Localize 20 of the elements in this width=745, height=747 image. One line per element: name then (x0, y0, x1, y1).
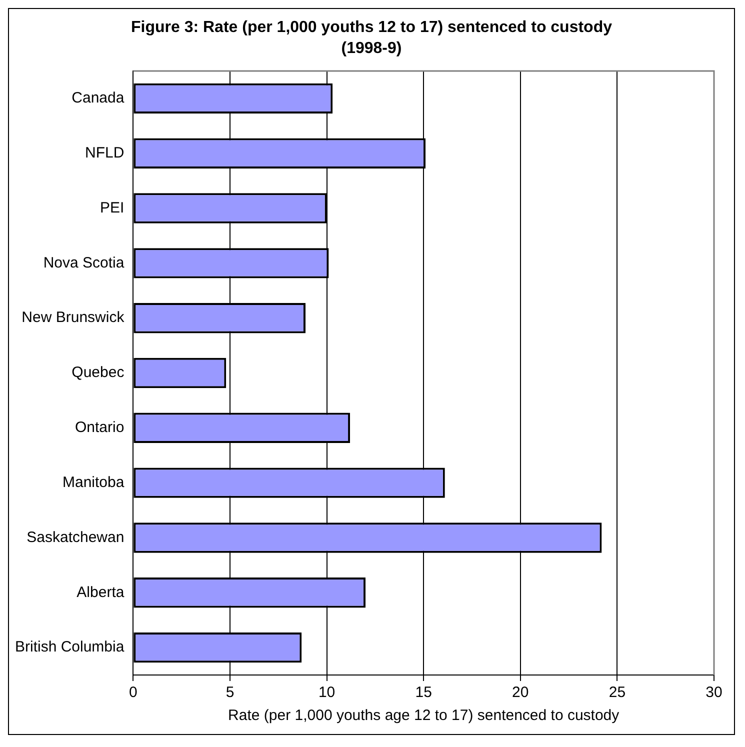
y-tick-label: British Columbia (14, 638, 124, 656)
y-tick-label: Alberta (76, 584, 124, 601)
y-tick-label: PEI (100, 199, 124, 216)
x-tick-label: 20 (512, 684, 528, 702)
x-tick-label: 25 (608, 684, 626, 702)
x-axis-title: Rate (per 1,000 youths age 12 to 17) sentenced to custody (228, 707, 620, 724)
y-tick-label: Manitoba (62, 474, 124, 491)
y-tick-label: Quebec (71, 364, 124, 382)
x-tick-label: 0 (128, 684, 137, 702)
y-tick-label: New Brunswick (21, 309, 124, 326)
y-tick-label: Saskatchewan (26, 528, 124, 546)
y-tick-label: Nova Scotia (42, 254, 124, 272)
x-tick-label: 30 (705, 684, 722, 702)
x-tick-label: 5 (225, 684, 234, 702)
x-tick-label: 10 (318, 684, 335, 702)
x-tick-label: 15 (414, 684, 432, 702)
chart-title: Figure 3: Rate (per 1,000 youths 12 to 17) sentenced to custody (1998-9) (130, 18, 613, 59)
y-tick-label: Ontario (74, 419, 124, 436)
y-tick-label: NFLD (84, 144, 124, 162)
y-tick-label: Canada (71, 90, 124, 107)
